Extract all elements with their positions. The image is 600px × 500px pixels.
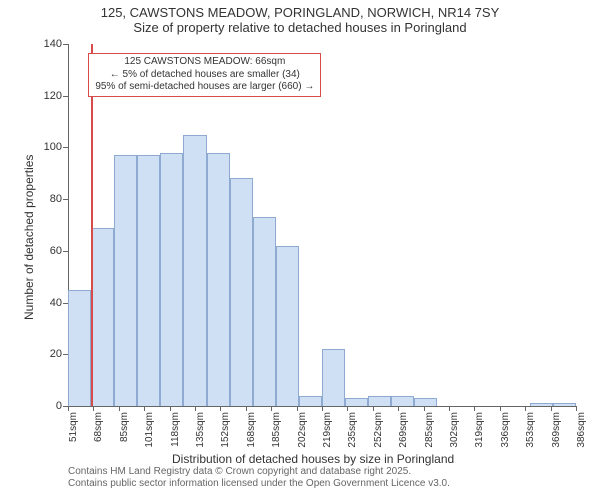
x-tick-mark (525, 406, 526, 411)
histogram-bar (368, 396, 391, 406)
y-tick-label: 120 (44, 90, 68, 102)
histogram-bar (253, 217, 276, 406)
x-tick-mark (144, 406, 145, 411)
x-tick-mark (220, 406, 221, 411)
x-tick-mark (576, 406, 577, 411)
x-tick-mark (297, 406, 298, 411)
histogram-bar (553, 403, 576, 406)
histogram-bar (137, 155, 160, 406)
x-tick-label: 386sqm (576, 412, 587, 448)
x-tick-label: 302sqm (449, 412, 460, 448)
x-tick-label: 168sqm (246, 412, 257, 448)
x-tick-label: 353sqm (525, 412, 536, 448)
x-tick-mark (373, 406, 374, 411)
plot-area: 02040608010012014051sqm68sqm85sqm101sqm1… (68, 44, 576, 406)
x-tick-mark (398, 406, 399, 411)
histogram-bar (530, 403, 553, 406)
annotation-line: 95% of semi-detached houses are larger (… (95, 81, 314, 94)
x-tick-mark (195, 406, 196, 411)
histogram-bar (299, 396, 322, 406)
footer-attribution: Contains HM Land Registry data © Crown c… (68, 466, 450, 490)
y-tick-label: 40 (50, 297, 68, 309)
x-tick-label: 319sqm (474, 412, 485, 448)
histogram-bar (207, 153, 230, 406)
y-tick-label: 20 (50, 348, 68, 360)
x-tick-label: 235sqm (347, 412, 358, 448)
histogram-bar (414, 398, 437, 406)
x-tick-label: 269sqm (398, 412, 409, 448)
histogram-bar (391, 396, 414, 406)
x-tick-label: 369sqm (551, 412, 562, 448)
x-tick-label: 101sqm (144, 412, 155, 448)
y-tick-label: 0 (56, 400, 68, 412)
x-tick-mark (271, 406, 272, 411)
x-tick-mark (474, 406, 475, 411)
histogram-bar (160, 153, 183, 406)
property-marker-line (91, 44, 93, 406)
histogram-bar (183, 135, 206, 407)
x-tick-mark (119, 406, 120, 411)
x-axis-title: Distribution of detached houses by size … (172, 452, 454, 466)
x-tick-label: 219sqm (322, 412, 333, 448)
histogram-bar (230, 178, 253, 406)
x-tick-label: 51sqm (68, 412, 79, 442)
footer-line1: Contains HM Land Registry data © Crown c… (68, 466, 450, 478)
x-tick-mark (68, 406, 69, 411)
x-tick-label: 118sqm (170, 412, 181, 447)
y-tick-label: 100 (44, 141, 68, 153)
y-tick-label: 80 (50, 193, 68, 205)
x-tick-mark (246, 406, 247, 411)
annotation-line: 125 CAWSTONS MEADOW: 66sqm (95, 56, 314, 69)
x-tick-label: 202sqm (297, 412, 308, 448)
histogram-bar (345, 398, 368, 406)
title-line2: Size of property relative to detached ho… (0, 21, 600, 36)
histogram-bar (322, 349, 345, 406)
histogram-bar (114, 155, 137, 406)
x-tick-label: 135sqm (195, 412, 206, 448)
x-tick-mark (500, 406, 501, 411)
footer-line2: Contains public sector information licen… (68, 478, 450, 490)
histogram-bar (91, 228, 114, 406)
x-tick-label: 185sqm (271, 412, 282, 448)
x-tick-label: 285sqm (424, 412, 435, 448)
histogram-bar (68, 290, 91, 406)
y-axis-title: Number of detached properties (22, 155, 36, 320)
x-tick-mark (551, 406, 552, 411)
x-tick-label: 152sqm (220, 412, 231, 448)
annotation-box: 125 CAWSTONS MEADOW: 66sqm← 5% of detach… (88, 53, 321, 97)
annotation-line: ← 5% of detached houses are smaller (34) (95, 69, 314, 82)
y-tick-label: 140 (44, 38, 68, 50)
chart-container: 125, CAWSTONS MEADOW, PORINGLAND, NORWIC… (0, 0, 600, 500)
y-tick-label: 60 (50, 245, 68, 257)
x-tick-mark (322, 406, 323, 411)
x-tick-label: 68sqm (93, 412, 104, 442)
histogram-bar (276, 246, 299, 406)
x-tick-mark (170, 406, 171, 411)
x-tick-mark (424, 406, 425, 411)
x-tick-label: 85sqm (119, 412, 130, 442)
x-tick-mark (449, 406, 450, 411)
x-tick-mark (93, 406, 94, 411)
x-tick-label: 336sqm (500, 412, 511, 448)
x-tick-mark (347, 406, 348, 411)
x-tick-label: 252sqm (373, 412, 384, 448)
title-block: 125, CAWSTONS MEADOW, PORINGLAND, NORWIC… (0, 0, 600, 36)
title-line1: 125, CAWSTONS MEADOW, PORINGLAND, NORWIC… (0, 6, 600, 21)
